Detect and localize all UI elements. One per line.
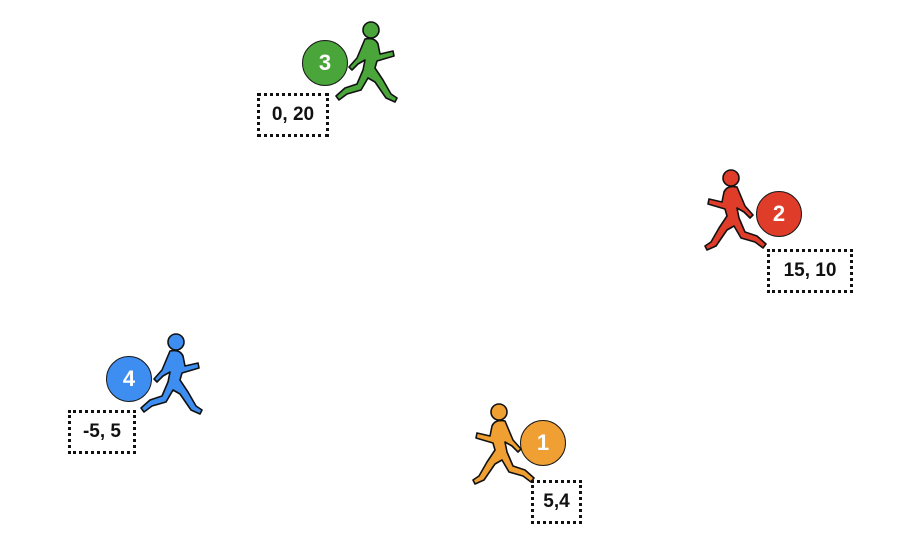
running-person-icon: [472, 403, 535, 485]
runner-figure-icon: [472, 403, 535, 485]
runner-figure-icon: [140, 333, 203, 415]
runner-figure-icon: [704, 169, 767, 251]
runner-number-badge: 1: [520, 420, 566, 466]
running-person-icon: [140, 333, 203, 415]
runner-figure-icon: [335, 21, 398, 103]
runner-number-badge: 2: [756, 191, 802, 237]
running-person-icon: [335, 21, 398, 103]
runner-number-badge: 3: [302, 40, 348, 86]
coordinate-label: 0, 20: [257, 93, 329, 137]
runner-number-badge: 4: [106, 356, 152, 402]
coordinate-label: 15, 10: [767, 249, 853, 293]
running-person-icon: [704, 169, 767, 251]
coordinate-label: -5, 5: [68, 410, 136, 454]
coordinate-label: 5,4: [531, 480, 582, 524]
